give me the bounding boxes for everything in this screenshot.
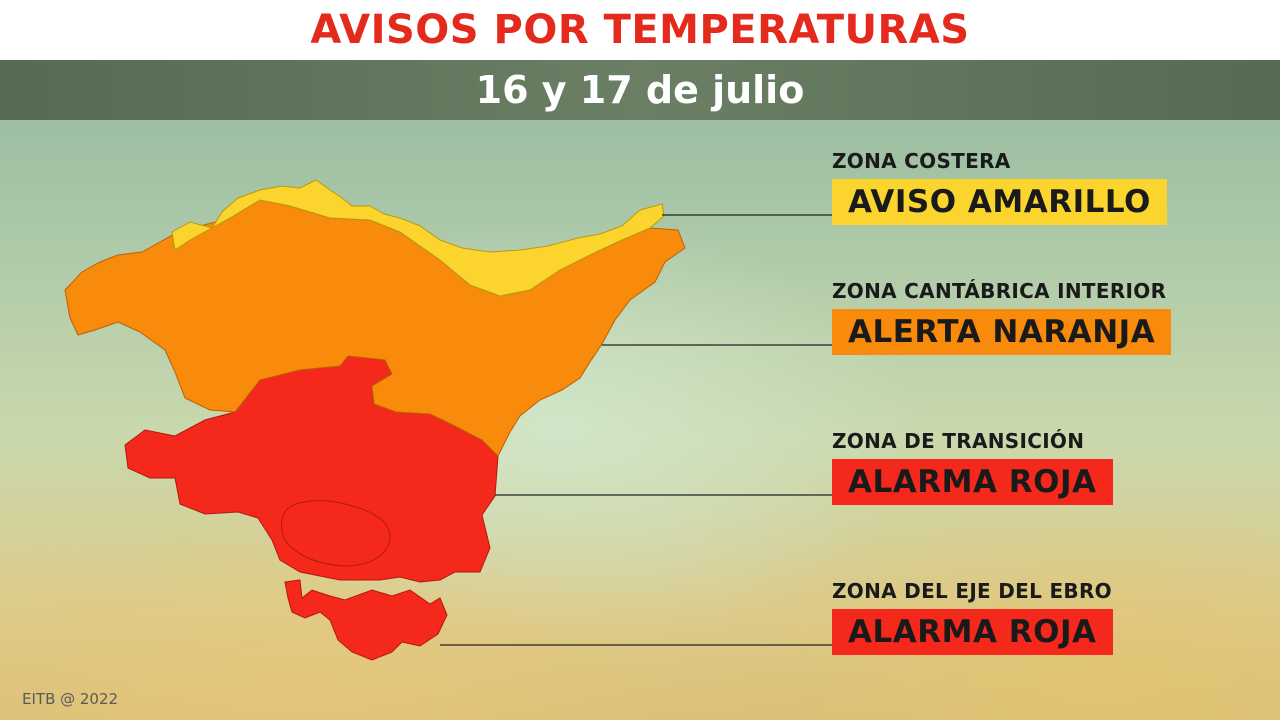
copyright-footer: EITB @ 2022 xyxy=(22,690,119,708)
subtitle-bar: 16 y 17 de julio xyxy=(0,60,1280,120)
warning-badge-ebro: ALARMA ROJA xyxy=(832,609,1113,655)
warning-badge-coastal: AVISO AMARILLO xyxy=(832,179,1167,225)
zone-label-transition: ZONA DE TRANSICIÓN xyxy=(832,429,1085,453)
zone-label-ebro: ZONA DEL EJE DEL EBRO xyxy=(832,579,1112,603)
zone-ebro-region xyxy=(284,579,448,661)
zone-coastal-region xyxy=(171,179,665,297)
date-subtitle: 16 y 17 de julio xyxy=(475,68,805,112)
warning-badge-cantabrian-interior: ALERTA NARANJA xyxy=(832,309,1172,355)
warning-badge-transition: ALARMA ROJA xyxy=(832,459,1113,505)
zone-label-cantabrian-interior: ZONA CANTÁBRICA INTERIOR xyxy=(832,279,1167,303)
title-bar: AVISOS POR TEMPERATURAS xyxy=(0,0,1280,60)
page-title: AVISOS POR TEMPERATURAS xyxy=(310,7,970,53)
zone-label-coastal: ZONA COSTERA xyxy=(832,149,1011,173)
